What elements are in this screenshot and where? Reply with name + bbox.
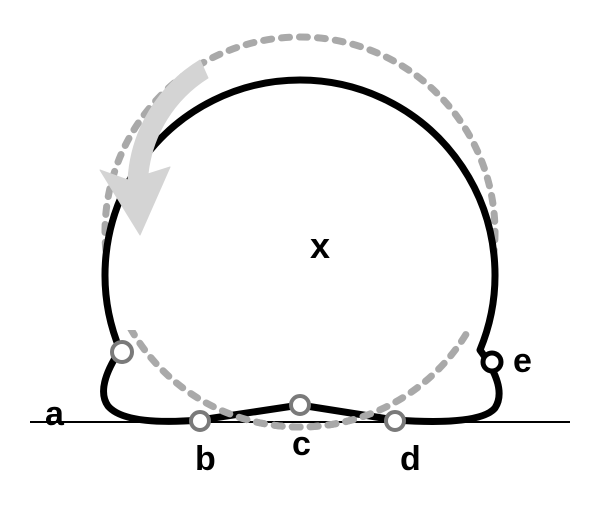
marker-e: [483, 353, 501, 371]
label-a: a: [45, 395, 65, 433]
label-c: c: [292, 425, 311, 463]
marker-d: [386, 412, 404, 430]
label-x-center: x: [310, 225, 330, 266]
marker-c: [291, 396, 309, 414]
label-b: b: [195, 440, 216, 478]
label-e: e: [513, 342, 532, 380]
marker-b: [191, 412, 209, 430]
marker-left-upper: [112, 342, 132, 362]
label-d: d: [400, 440, 421, 478]
